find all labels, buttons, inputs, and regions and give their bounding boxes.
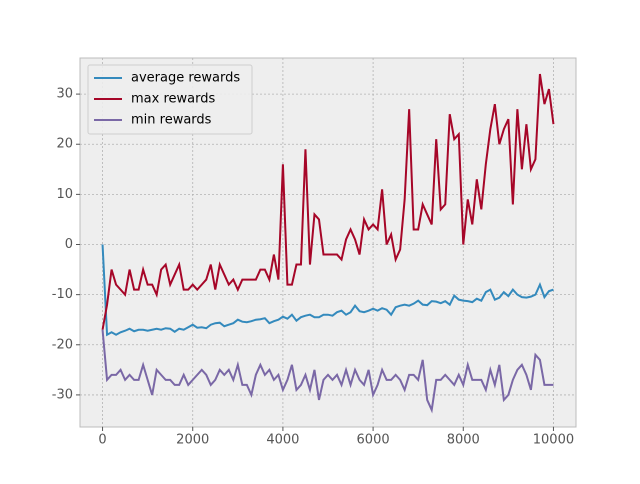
legend-label: average rewards bbox=[131, 71, 240, 86]
series-line bbox=[101, 329, 554, 414]
y-tick-label: -20 bbox=[52, 337, 73, 352]
series-line bbox=[101, 244, 554, 337]
x-tick-label: 0 bbox=[98, 433, 106, 448]
y-tick-label: -10 bbox=[52, 287, 73, 302]
legend-label: min rewards bbox=[131, 113, 212, 128]
x-tick-label: 2000 bbox=[176, 433, 209, 448]
x-tick-label: 8000 bbox=[447, 433, 480, 448]
x-tick-label: 10000 bbox=[533, 433, 574, 448]
x-tick-label: 6000 bbox=[357, 433, 390, 448]
y-tick-label: 20 bbox=[56, 137, 73, 152]
y-tick-label: 0 bbox=[65, 237, 73, 252]
y-tick-label: 30 bbox=[56, 87, 73, 102]
legend-box bbox=[87, 64, 253, 135]
lines bbox=[101, 73, 555, 414]
y-tick-label: -30 bbox=[52, 387, 73, 402]
series-line bbox=[101, 73, 555, 330]
legend-label: max rewards bbox=[131, 92, 215, 107]
legend: average rewards max rewards min rewards bbox=[87, 64, 253, 135]
y-tick-label: 10 bbox=[56, 187, 73, 202]
x-tick-label: 4000 bbox=[266, 433, 299, 448]
